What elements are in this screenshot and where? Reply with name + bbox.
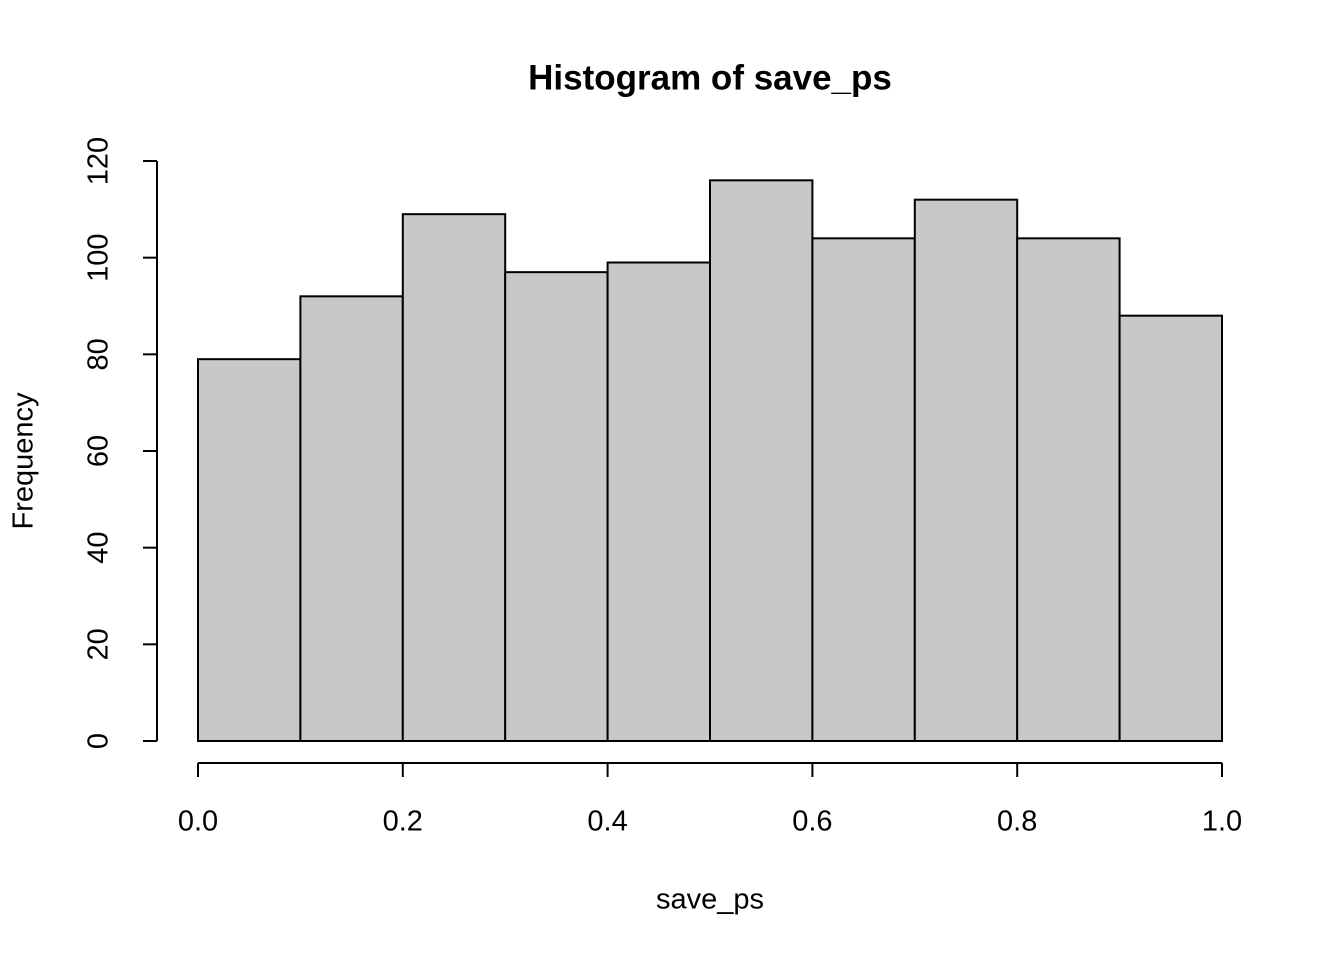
x-axis-label: save_ps [656, 884, 764, 916]
histogram-bar [299, 295, 404, 742]
y-tick-label: 80 [83, 338, 115, 370]
x-tick-label: 1.0 [1202, 806, 1242, 838]
histogram-bar [1118, 314, 1223, 742]
y-tick-label: 40 [83, 532, 115, 564]
histogram-bar [504, 271, 609, 742]
y-tick-label: 20 [83, 628, 115, 660]
x-tick-label: 0.6 [792, 806, 832, 838]
histogram-bar [197, 358, 302, 742]
y-axis-label: Frequency [8, 392, 40, 530]
y-tick-label: 100 [83, 233, 115, 281]
histogram-bar [709, 179, 814, 743]
histogram-bar [606, 261, 711, 742]
y-tick-label: 0 [83, 733, 115, 749]
chart-title: Histogram of save_ps [528, 58, 892, 97]
x-tick-label: 0.2 [383, 806, 423, 838]
histogram-bar [401, 213, 507, 742]
y-tick-label: 60 [83, 435, 115, 467]
y-tick-label: 120 [83, 137, 115, 185]
x-tick-label: 0.0 [178, 806, 218, 838]
histogram-bar [811, 237, 916, 742]
x-tick-label: 0.8 [997, 806, 1037, 838]
x-tick-label: 0.4 [587, 806, 627, 838]
histogram-bar [913, 198, 1019, 742]
histogram-bar [1016, 237, 1121, 742]
